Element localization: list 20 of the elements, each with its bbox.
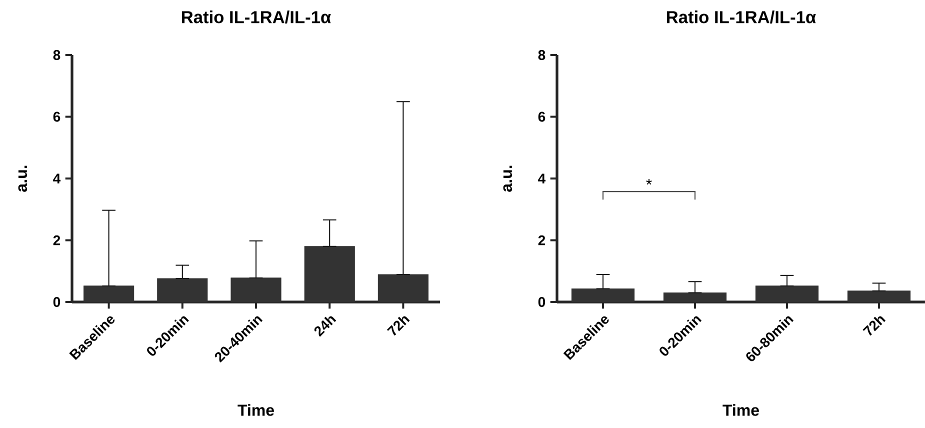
x-axis-title: Time [238, 404, 274, 416]
annotation: * [646, 178, 652, 185]
y-tick-label: 6 [538, 112, 546, 122]
y-axis-title: a.u. [18, 166, 28, 192]
y-tick-label: 4 [538, 174, 546, 184]
y-tick-label: 8 [538, 50, 546, 60]
y-tick-label: 2 [53, 235, 60, 246]
y-tick-label: 6 [53, 112, 60, 122]
y-tick-label: 0 [538, 297, 546, 307]
y-axis-title: a.u. [503, 166, 512, 192]
y-tick-label: 4 [53, 174, 61, 184]
x-tick-label: 72h [386, 316, 410, 336]
y-tick-label: 8 [53, 50, 60, 60]
chart-title: Ratio IL-1RA/IL-1α [182, 10, 331, 24]
x-axis-title: Time [722, 404, 759, 416]
x-tick-label: 24h [314, 316, 336, 337]
y-tick-label: 2 [538, 235, 546, 246]
y-tick-label: 0 [53, 297, 60, 307]
chart-title: Ratio IL-1RA/IL-1α [667, 10, 816, 24]
x-tick-label: 72h [862, 316, 886, 336]
